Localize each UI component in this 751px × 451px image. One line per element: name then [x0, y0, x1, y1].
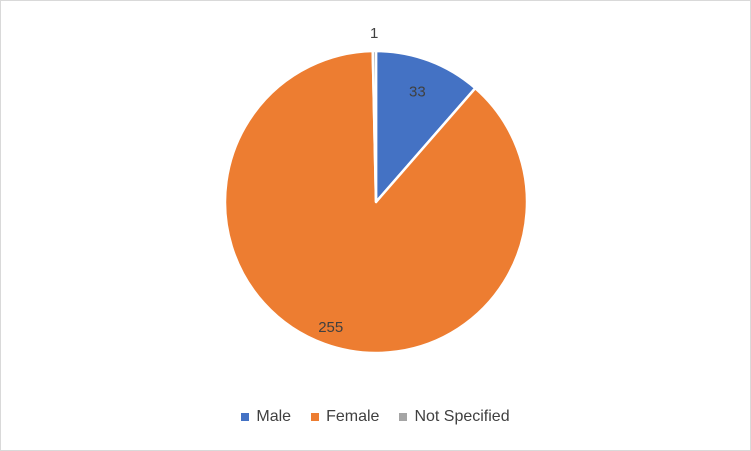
legend-swatch [241, 413, 250, 421]
legend-label: Female [326, 408, 380, 425]
legend-item-not-specified: Not Specified [399, 408, 510, 426]
legend-item-female: Female [311, 408, 379, 426]
data-label-not-specified: 1 [370, 25, 378, 42]
pie-slice-not-specified [371, 49, 378, 204]
pie-slice-male [374, 49, 477, 204]
legend-label: Not Specified [414, 408, 510, 425]
legend-label: Male [256, 408, 292, 425]
data-label-male: 33 [409, 84, 426, 101]
legend-swatch [399, 413, 408, 421]
legend: Male Female Not Specified [1, 408, 750, 426]
data-label-female: 255 [318, 319, 343, 336]
legend-swatch [311, 413, 320, 421]
legend-item-male: Male [241, 408, 291, 426]
